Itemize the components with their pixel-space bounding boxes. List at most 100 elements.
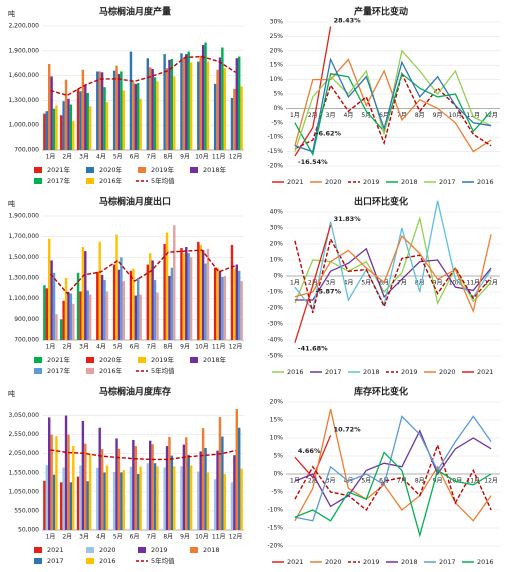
x-tick-label: 7月 — [147, 154, 157, 161]
bar — [100, 72, 104, 150]
y-tick-label: -10% — [267, 507, 283, 514]
legend-swatch — [190, 167, 198, 173]
y-tick-label: 1,900,000 — [8, 47, 39, 54]
bar — [180, 466, 183, 530]
bar — [146, 264, 150, 340]
bar — [240, 468, 243, 530]
bar — [151, 444, 154, 530]
bar — [136, 278, 140, 340]
legend-label: 2017 — [325, 368, 342, 376]
chart-title: 马棕榈油月度出口 — [99, 196, 171, 208]
bar — [221, 47, 224, 150]
x-tick-label: 8月 — [163, 534, 173, 541]
y-tick-label: 1,900,000 — [8, 213, 39, 220]
legend-label: 5年均值 — [151, 176, 175, 185]
y-tick-label: 20% — [270, 399, 284, 406]
x-tick-label: 5月 — [113, 154, 123, 161]
x-tick-label: 4月 — [344, 280, 354, 287]
data-label: 10.72% — [334, 425, 362, 433]
bar — [64, 79, 68, 150]
y-tick-label: 50,000 — [18, 527, 39, 534]
legend-label: 2016 — [477, 178, 494, 186]
legend-swatch — [86, 167, 94, 173]
bar — [233, 455, 236, 530]
x-tick-label: 1月 — [46, 344, 56, 351]
y-tick-label: 40% — [270, 209, 284, 216]
bar — [84, 443, 87, 530]
bar — [134, 295, 137, 340]
bar — [62, 300, 65, 340]
bar — [60, 319, 63, 340]
x-tick-label: 11月 — [466, 478, 480, 485]
x-tick-label: 8月 — [415, 112, 425, 119]
legend-label: 2020 — [439, 368, 456, 376]
bar — [98, 427, 101, 530]
bar — [216, 267, 219, 340]
bar — [149, 253, 152, 340]
legend-label: 2020 — [325, 558, 342, 566]
x-tick-label: 5月 — [361, 280, 371, 287]
x-tick-label: 6月 — [130, 344, 140, 351]
bar — [201, 250, 205, 340]
dashed-line — [49, 249, 236, 295]
bar — [136, 83, 140, 150]
x-tick-label: 12月 — [484, 112, 498, 119]
x-tick-label: 12月 — [229, 344, 243, 351]
data-label: 28.43% — [334, 17, 362, 25]
y-tick-label: 700,000 — [14, 337, 39, 344]
legend-label: 2020年 — [99, 355, 123, 364]
bar — [79, 91, 82, 150]
bar — [62, 467, 65, 530]
legend-label: 2021 — [477, 368, 494, 376]
x-tick-label: 1月 — [290, 280, 300, 287]
bar — [237, 270, 241, 340]
bar — [170, 455, 174, 530]
y-tick-label: 20% — [270, 241, 284, 248]
y-tick-label: 5% — [273, 91, 283, 98]
bar — [62, 101, 65, 150]
bar — [235, 264, 238, 340]
y-tick-label: -30% — [267, 321, 283, 328]
x-tick-label: 4月 — [344, 112, 354, 119]
y-tick-label: 550,000 — [14, 507, 39, 514]
bar — [139, 98, 142, 150]
bar — [165, 68, 169, 150]
bar — [45, 465, 49, 530]
bar — [120, 257, 123, 340]
dashed-line — [294, 237, 492, 313]
y-tick-label: 900,000 — [14, 316, 39, 323]
bar — [189, 465, 193, 530]
bar — [81, 247, 85, 340]
bar — [112, 70, 116, 150]
bar — [84, 251, 87, 340]
x-tick-label: 9月 — [433, 478, 443, 485]
bar — [182, 57, 186, 151]
x-tick-label: 10月 — [195, 344, 209, 351]
bar — [139, 294, 142, 340]
chart-title: 马棕榈油月度库存 — [99, 386, 171, 398]
bar — [129, 466, 133, 530]
bar — [72, 303, 75, 340]
y-tick-label: 700,000 — [14, 147, 39, 154]
x-tick-label: 10月 — [195, 154, 209, 161]
legend-label: 2018 — [363, 368, 380, 376]
line — [294, 247, 492, 301]
chart-title: 产量环比变动 — [354, 6, 408, 18]
legend-label: 2017 — [439, 558, 456, 566]
legend-label: 2017年 — [47, 176, 71, 185]
bar — [153, 280, 157, 340]
bar — [204, 263, 207, 340]
bar — [230, 97, 234, 150]
y-tick-label: 1,050,000 — [8, 488, 39, 495]
bar — [45, 111, 49, 150]
bar — [100, 449, 104, 530]
legend-label: 5年均值 — [151, 366, 175, 375]
y-tick-label: 15% — [270, 417, 284, 424]
y-tick-label: -5% — [271, 119, 283, 126]
bar — [206, 249, 210, 340]
legend-swatch — [86, 178, 94, 184]
y-tick-label: -5% — [271, 489, 283, 496]
bar — [115, 438, 118, 530]
bar — [180, 248, 183, 340]
